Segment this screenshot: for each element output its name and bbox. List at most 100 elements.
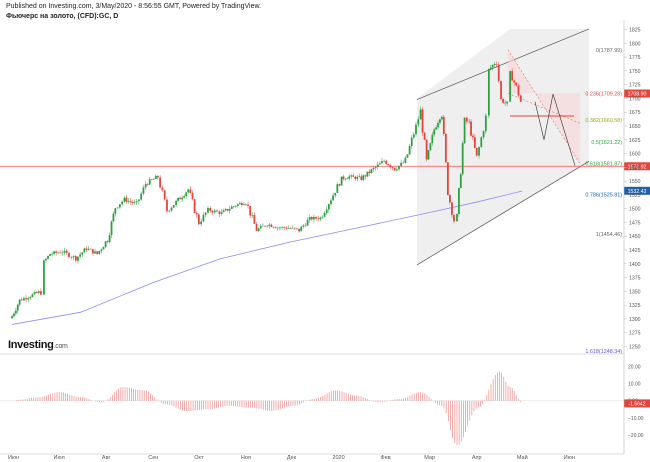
y-tick-label: 1475 xyxy=(629,220,641,226)
fib-label: 1.618(1248.34) xyxy=(585,349,622,355)
candle-body xyxy=(189,189,192,193)
candle-body xyxy=(251,214,254,216)
candle-body xyxy=(480,137,483,148)
candle-body xyxy=(166,199,168,212)
candle-body xyxy=(65,250,68,253)
candle-body xyxy=(131,201,134,203)
candle-body xyxy=(513,80,516,83)
candle-body xyxy=(279,227,281,229)
y-tick-label: 1275 xyxy=(629,331,641,337)
candle-body xyxy=(412,134,415,138)
candle-body xyxy=(49,254,51,256)
candle-body xyxy=(417,119,420,125)
published-caption: Published on Investing.com, 3/May/2020 -… xyxy=(6,3,262,10)
candle-body xyxy=(89,248,92,250)
candle-body xyxy=(234,205,237,207)
candle-body xyxy=(222,210,225,212)
candle-body xyxy=(40,291,42,295)
candle-body xyxy=(423,132,426,140)
candle-body xyxy=(202,214,205,222)
projection-zigzag xyxy=(534,93,576,166)
candle-body xyxy=(116,207,119,209)
y-tick-label: 1800 xyxy=(629,41,641,47)
candle-body xyxy=(31,294,34,298)
candle-body xyxy=(473,137,476,148)
candle-body xyxy=(209,208,212,211)
candle-body xyxy=(433,129,436,135)
candle-body xyxy=(437,122,439,128)
candle-body xyxy=(159,177,162,188)
price-tag xyxy=(624,89,650,98)
candle-body xyxy=(463,117,466,144)
candle-body xyxy=(53,251,55,254)
candle-body xyxy=(293,227,296,229)
candle-body xyxy=(444,133,447,163)
candle-body xyxy=(181,197,184,200)
candle-body xyxy=(191,192,194,200)
candle-body xyxy=(372,168,375,170)
candle-body xyxy=(123,197,126,202)
candle-body xyxy=(106,241,109,243)
candle-body xyxy=(211,210,214,213)
candle-body xyxy=(389,165,392,168)
candle-body xyxy=(140,193,143,200)
candle-body xyxy=(114,208,117,214)
candle-body xyxy=(495,64,498,65)
y-tick-label: 1675 xyxy=(629,110,641,116)
candle-body xyxy=(121,201,124,205)
candle-body xyxy=(57,252,60,254)
candle-body xyxy=(161,187,164,191)
x-tick-label: Июн xyxy=(564,455,575,461)
candle-body xyxy=(148,179,151,185)
candle-body xyxy=(431,134,434,144)
candle-body xyxy=(310,217,313,220)
candle-body xyxy=(376,164,379,168)
candle-body xyxy=(108,235,111,243)
candle-body xyxy=(20,299,23,301)
candle-body xyxy=(321,216,324,218)
macd-tick-label: −10.00 xyxy=(628,416,644,422)
candle-body xyxy=(264,225,266,227)
candle-body xyxy=(137,199,140,202)
candle-body xyxy=(77,256,79,261)
candle-body xyxy=(51,253,53,255)
candle-body xyxy=(439,119,441,123)
candle-body xyxy=(465,117,468,122)
logo-wordmark: Investing xyxy=(8,339,54,351)
x-tick-label: Мар xyxy=(424,455,435,461)
y-tick-label: 1250 xyxy=(629,344,641,350)
symbol-title: Фьючерс на золото, (CFD):GC, D xyxy=(6,13,119,20)
candle-body xyxy=(502,99,504,103)
candle-body xyxy=(14,310,17,314)
candle-body xyxy=(220,211,223,214)
fib-trend-line xyxy=(507,49,581,164)
candle-body xyxy=(327,204,330,210)
candle-body xyxy=(317,218,320,220)
candle-body xyxy=(25,298,27,300)
candle-body xyxy=(243,204,245,205)
y-tick-label: 1425 xyxy=(629,248,641,254)
candle-body xyxy=(383,160,386,162)
candle-body xyxy=(360,176,363,180)
y-tick-label: 1500 xyxy=(629,207,641,213)
candle-body xyxy=(296,228,298,230)
candle-body xyxy=(342,176,345,179)
candle-body xyxy=(47,255,49,259)
candle-body xyxy=(391,167,394,169)
candle-body xyxy=(255,223,258,231)
candle-body xyxy=(442,116,445,134)
candle-body xyxy=(247,204,249,206)
candle-body xyxy=(504,102,506,104)
candle-body xyxy=(172,205,175,208)
candle-body xyxy=(29,297,32,299)
candle-body xyxy=(319,217,322,220)
candle-body xyxy=(81,252,84,255)
x-tick-label: Ноя xyxy=(241,455,251,461)
x-tick-label: 2020 xyxy=(332,455,344,461)
candle-body xyxy=(74,256,77,261)
candle-body xyxy=(37,291,40,293)
candle-body xyxy=(236,204,239,206)
candle-body xyxy=(253,214,256,224)
candle-body xyxy=(197,214,200,225)
candle-body xyxy=(468,121,471,123)
